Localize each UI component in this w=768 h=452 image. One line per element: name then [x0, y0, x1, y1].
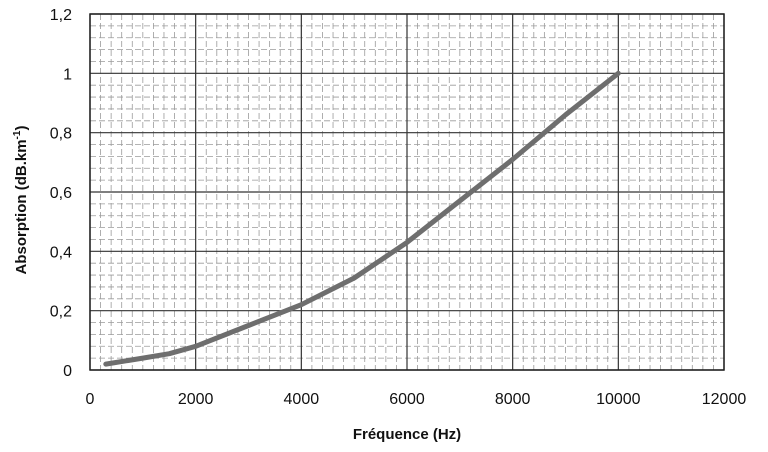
- x-axis-title: Fréquence (Hz): [353, 426, 461, 443]
- y-tick-label: 1: [63, 66, 72, 83]
- x-axis-ticks: 0 2000 4000 6000 8000 10000 12000: [86, 391, 747, 408]
- y-tick-label: 0,6: [50, 185, 72, 202]
- x-tick-label: 6000: [389, 391, 425, 408]
- x-tick-label: 2000: [178, 391, 214, 408]
- y-tick-label: 0,2: [50, 304, 72, 321]
- plot-area: [89, 13, 725, 371]
- x-tick-label: 10000: [596, 391, 641, 408]
- absorption-curve: [103, 70, 621, 367]
- y-axis-title-main: Absorption (dB.km: [13, 139, 30, 274]
- x-tick-label: 0: [86, 391, 95, 408]
- x-tick-label: 8000: [495, 391, 531, 408]
- y-axis-ticks: 0 0,2 0,4 0,6 0,8 1 1,2: [50, 7, 72, 380]
- y-tick-label: 0,4: [50, 244, 72, 261]
- x-tick-label: 4000: [284, 391, 320, 408]
- y-axis-title: Absorption (dB.km-1): [12, 126, 30, 275]
- y-tick-label: 1,2: [50, 7, 72, 24]
- y-tick-label: 0,8: [50, 126, 72, 143]
- x-tick-label: 12000: [702, 391, 747, 408]
- y-tick-label: 0: [63, 363, 72, 380]
- series-layer: [103, 70, 621, 367]
- y-axis-title-superscript: -1: [12, 130, 23, 139]
- y-axis-title-close: ): [13, 126, 30, 131]
- plot-frame: [89, 13, 725, 371]
